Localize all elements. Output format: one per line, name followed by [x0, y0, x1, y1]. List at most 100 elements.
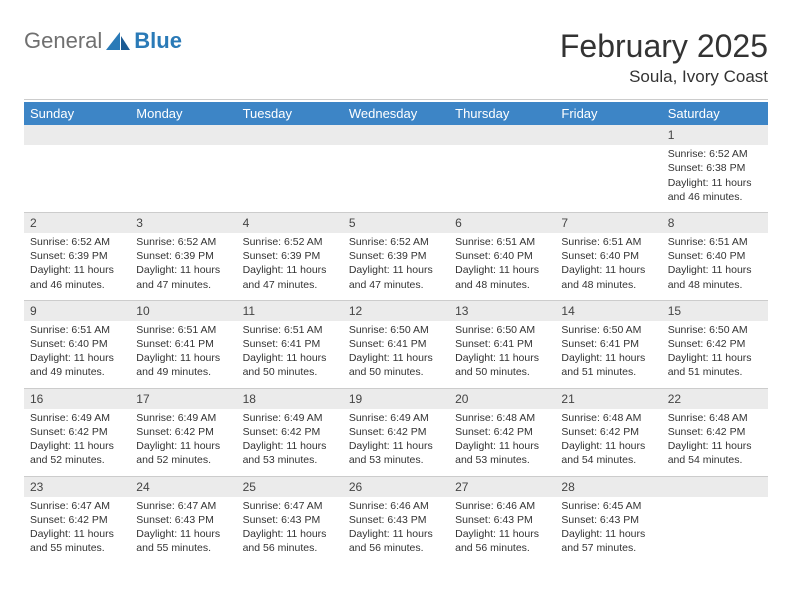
day-number-cell: 8: [662, 213, 768, 233]
day-number-cell: [237, 125, 343, 145]
calendar-body: 1Sunrise: 6:52 AMSunset: 6:38 PMDaylight…: [24, 125, 768, 563]
sunrise-line: Sunrise: 6:51 AM: [243, 323, 337, 337]
daylight2-line: and 54 minutes.: [561, 453, 655, 467]
logo: General Blue: [24, 28, 182, 54]
sunrise-line: Sunrise: 6:45 AM: [561, 499, 655, 513]
daylight1-line: Daylight: 11 hours: [668, 263, 762, 277]
day-number-cell: [555, 125, 661, 145]
weekday-header: Monday: [130, 102, 236, 125]
day-data-cell: Sunrise: 6:52 AMSunset: 6:39 PMDaylight:…: [130, 233, 236, 300]
sunrise-line: Sunrise: 6:50 AM: [561, 323, 655, 337]
day-data-cell: Sunrise: 6:51 AMSunset: 6:40 PMDaylight:…: [449, 233, 555, 300]
day-data-cell: Sunrise: 6:51 AMSunset: 6:40 PMDaylight:…: [662, 233, 768, 300]
daylight1-line: Daylight: 11 hours: [561, 263, 655, 277]
day-data-cell: Sunrise: 6:46 AMSunset: 6:43 PMDaylight:…: [449, 497, 555, 564]
day-data-cell: [555, 145, 661, 212]
day-number-cell: 4: [237, 213, 343, 233]
daylight2-line: and 52 minutes.: [30, 453, 124, 467]
sunset-line: Sunset: 6:42 PM: [30, 425, 124, 439]
sunrise-line: Sunrise: 6:50 AM: [455, 323, 549, 337]
day-data-cell: Sunrise: 6:47 AMSunset: 6:43 PMDaylight:…: [130, 497, 236, 564]
sunrise-line: Sunrise: 6:50 AM: [349, 323, 443, 337]
header-divider: [24, 99, 768, 100]
day-number-cell: 3: [130, 213, 236, 233]
day-data-cell: Sunrise: 6:49 AMSunset: 6:42 PMDaylight:…: [343, 409, 449, 476]
sunset-line: Sunset: 6:42 PM: [136, 425, 230, 439]
daylight2-line: and 48 minutes.: [561, 278, 655, 292]
day-number-cell: 15: [662, 301, 768, 321]
day-data-cell: Sunrise: 6:50 AMSunset: 6:41 PMDaylight:…: [555, 321, 661, 388]
day-data-cell: [662, 497, 768, 564]
daylight1-line: Daylight: 11 hours: [561, 351, 655, 365]
day-number-cell: 22: [662, 389, 768, 409]
day-number-cell: 1: [662, 125, 768, 145]
day-number-row: 16171819202122: [24, 389, 768, 409]
day-number-cell: 25: [237, 477, 343, 497]
daylight2-line: and 53 minutes.: [349, 453, 443, 467]
sunset-line: Sunset: 6:43 PM: [561, 513, 655, 527]
weekday-header: Sunday: [24, 102, 130, 125]
daylight2-line: and 47 minutes.: [349, 278, 443, 292]
day-number-cell: 21: [555, 389, 661, 409]
calendar-table: Sunday Monday Tuesday Wednesday Thursday…: [24, 102, 768, 563]
daylight2-line: and 56 minutes.: [243, 541, 337, 555]
day-number-cell: [130, 125, 236, 145]
daylight1-line: Daylight: 11 hours: [349, 439, 443, 453]
sunset-line: Sunset: 6:42 PM: [243, 425, 337, 439]
day-number-cell: 2: [24, 213, 130, 233]
sunrise-line: Sunrise: 6:50 AM: [668, 323, 762, 337]
sunset-line: Sunset: 6:41 PM: [349, 337, 443, 351]
day-number-cell: 24: [130, 477, 236, 497]
day-data-cell: Sunrise: 6:45 AMSunset: 6:43 PMDaylight:…: [555, 497, 661, 564]
sunrise-line: Sunrise: 6:52 AM: [136, 235, 230, 249]
sunset-line: Sunset: 6:39 PM: [243, 249, 337, 263]
sunset-line: Sunset: 6:40 PM: [455, 249, 549, 263]
sunrise-line: Sunrise: 6:52 AM: [668, 147, 762, 161]
day-number-cell: [449, 125, 555, 145]
daylight2-line: and 55 minutes.: [30, 541, 124, 555]
day-data-cell: [343, 145, 449, 212]
day-data-cell: Sunrise: 6:52 AMSunset: 6:39 PMDaylight:…: [343, 233, 449, 300]
daylight2-line: and 50 minutes.: [243, 365, 337, 379]
sunrise-line: Sunrise: 6:52 AM: [243, 235, 337, 249]
sunrise-line: Sunrise: 6:49 AM: [349, 411, 443, 425]
daylight1-line: Daylight: 11 hours: [243, 263, 337, 277]
day-number-cell: [343, 125, 449, 145]
sunset-line: Sunset: 6:42 PM: [349, 425, 443, 439]
weekday-header: Tuesday: [237, 102, 343, 125]
daylight1-line: Daylight: 11 hours: [455, 439, 549, 453]
daylight1-line: Daylight: 11 hours: [455, 263, 549, 277]
daylight2-line: and 56 minutes.: [349, 541, 443, 555]
day-number-row: 2345678: [24, 213, 768, 233]
day-number-cell: 13: [449, 301, 555, 321]
day-data-cell: Sunrise: 6:51 AMSunset: 6:40 PMDaylight:…: [24, 321, 130, 388]
day-data-cell: Sunrise: 6:47 AMSunset: 6:43 PMDaylight:…: [237, 497, 343, 564]
sunset-line: Sunset: 6:42 PM: [455, 425, 549, 439]
sunrise-line: Sunrise: 6:51 AM: [30, 323, 124, 337]
day-data-cell: Sunrise: 6:50 AMSunset: 6:41 PMDaylight:…: [343, 321, 449, 388]
sunset-line: Sunset: 6:38 PM: [668, 161, 762, 175]
daylight1-line: Daylight: 11 hours: [243, 527, 337, 541]
weekday-header: Friday: [555, 102, 661, 125]
day-number-cell: 9: [24, 301, 130, 321]
daylight1-line: Daylight: 11 hours: [668, 176, 762, 190]
logo-sail-icon: [106, 32, 130, 50]
weekday-header: Saturday: [662, 102, 768, 125]
sunset-line: Sunset: 6:39 PM: [136, 249, 230, 263]
day-data-cell: [130, 145, 236, 212]
day-data-row: Sunrise: 6:52 AMSunset: 6:38 PMDaylight:…: [24, 145, 768, 212]
daylight1-line: Daylight: 11 hours: [561, 527, 655, 541]
day-data-cell: Sunrise: 6:52 AMSunset: 6:38 PMDaylight:…: [662, 145, 768, 212]
sunset-line: Sunset: 6:42 PM: [668, 337, 762, 351]
daylight2-line: and 47 minutes.: [136, 278, 230, 292]
day-data-cell: Sunrise: 6:51 AMSunset: 6:41 PMDaylight:…: [237, 321, 343, 388]
daylight2-line: and 49 minutes.: [136, 365, 230, 379]
day-data-cell: Sunrise: 6:50 AMSunset: 6:42 PMDaylight:…: [662, 321, 768, 388]
sunrise-line: Sunrise: 6:51 AM: [136, 323, 230, 337]
sunset-line: Sunset: 6:39 PM: [30, 249, 124, 263]
daylight1-line: Daylight: 11 hours: [136, 527, 230, 541]
daylight1-line: Daylight: 11 hours: [455, 351, 549, 365]
daylight1-line: Daylight: 11 hours: [30, 351, 124, 365]
sunset-line: Sunset: 6:42 PM: [30, 513, 124, 527]
daylight2-line: and 49 minutes.: [30, 365, 124, 379]
